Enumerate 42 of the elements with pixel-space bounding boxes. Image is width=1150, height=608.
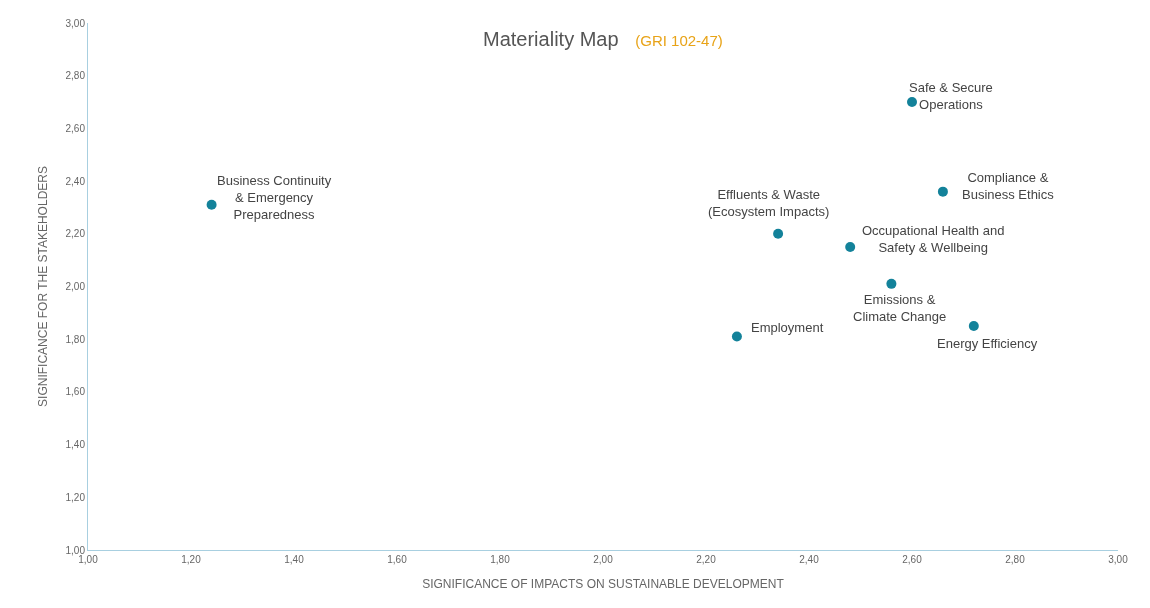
point xyxy=(845,241,856,252)
x-tick-label: 1,80 xyxy=(490,554,511,565)
x-tick-label: 1,20 xyxy=(181,554,202,565)
point xyxy=(937,186,948,197)
y-tick-label: 2,00 xyxy=(65,281,86,292)
annotation: Effluents & Waste (Ecosystem Impacts) xyxy=(708,187,830,219)
annotation: Business Continuity & Emergency Preparedness xyxy=(217,173,332,222)
text: (GRI 102-47) xyxy=(635,32,723,49)
point xyxy=(968,321,979,332)
x-tick-label: 2,80 xyxy=(1005,554,1026,565)
x-tick-label: 2,40 xyxy=(799,554,820,565)
annotation: Emissions & Climate Change xyxy=(853,292,947,324)
x-tick-label: 1,00 xyxy=(78,554,99,565)
x-tick-label: 1,40 xyxy=(284,554,305,565)
point xyxy=(773,228,784,239)
y-tick-label: 1,40 xyxy=(65,439,86,451)
chart-title: Materiality Map xyxy=(483,28,619,50)
x-tick-label: 2,60 xyxy=(902,554,923,565)
point xyxy=(731,331,742,342)
annotation: Safe & Secure Operations xyxy=(909,80,993,112)
annotation: Occupational Health and Safety & Wellbeing xyxy=(862,223,1005,255)
y-tick-label: 1,20 xyxy=(65,491,86,503)
x-tick-label: 2,00 xyxy=(593,554,614,565)
y-tick-label: 2,20 xyxy=(65,228,86,240)
y-tick-label: 1,00 xyxy=(65,544,86,556)
y-tick-label: 3,00 xyxy=(65,17,86,29)
annotation: Energy Efficiency xyxy=(937,336,1038,351)
x-tick-label: 3,00 xyxy=(1108,554,1129,565)
x-tick-label: 1,60 xyxy=(387,554,408,565)
y-tick-label: 1,80 xyxy=(65,333,86,345)
y-tick-label: 2,40 xyxy=(65,175,86,187)
point xyxy=(206,199,217,210)
point xyxy=(886,278,897,289)
y-axis-title: SIGNIFICANCE FOR THE STAKEHOLDERS xyxy=(35,166,50,407)
x-tick-label: 2,20 xyxy=(696,554,717,565)
x-axis-title: SIGNIFICANCE OF IMPACTS ON SUSTAINABLE DEVELOPMENT xyxy=(422,576,785,591)
y-tick-label: 2,60 xyxy=(65,122,86,134)
annotation: Compliance & Business Ethics xyxy=(962,170,1055,202)
y-tick-label: 1,60 xyxy=(65,386,86,398)
y-tick-label: 2,80 xyxy=(65,70,86,82)
annotation: Employment xyxy=(751,320,824,335)
point xyxy=(907,97,917,108)
